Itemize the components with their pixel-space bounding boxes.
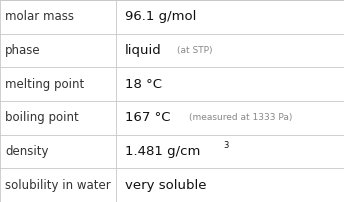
Text: (measured at 1333 Pa): (measured at 1333 Pa) xyxy=(189,113,292,122)
Text: liquid: liquid xyxy=(125,44,162,57)
Text: phase: phase xyxy=(5,44,41,57)
Text: (at STP): (at STP) xyxy=(178,46,213,55)
Text: very soluble: very soluble xyxy=(125,179,206,192)
Text: molar mass: molar mass xyxy=(5,10,74,23)
Text: density: density xyxy=(5,145,49,158)
Text: 96.1 g/mol: 96.1 g/mol xyxy=(125,10,196,23)
Text: 1.481 g/cm: 1.481 g/cm xyxy=(125,145,200,158)
Text: solubility in water: solubility in water xyxy=(5,179,111,192)
Text: melting point: melting point xyxy=(5,78,84,91)
Text: boiling point: boiling point xyxy=(5,111,79,124)
Text: 167 °C: 167 °C xyxy=(125,111,170,124)
Text: 18 °C: 18 °C xyxy=(125,78,162,91)
Text: 3: 3 xyxy=(223,141,228,150)
